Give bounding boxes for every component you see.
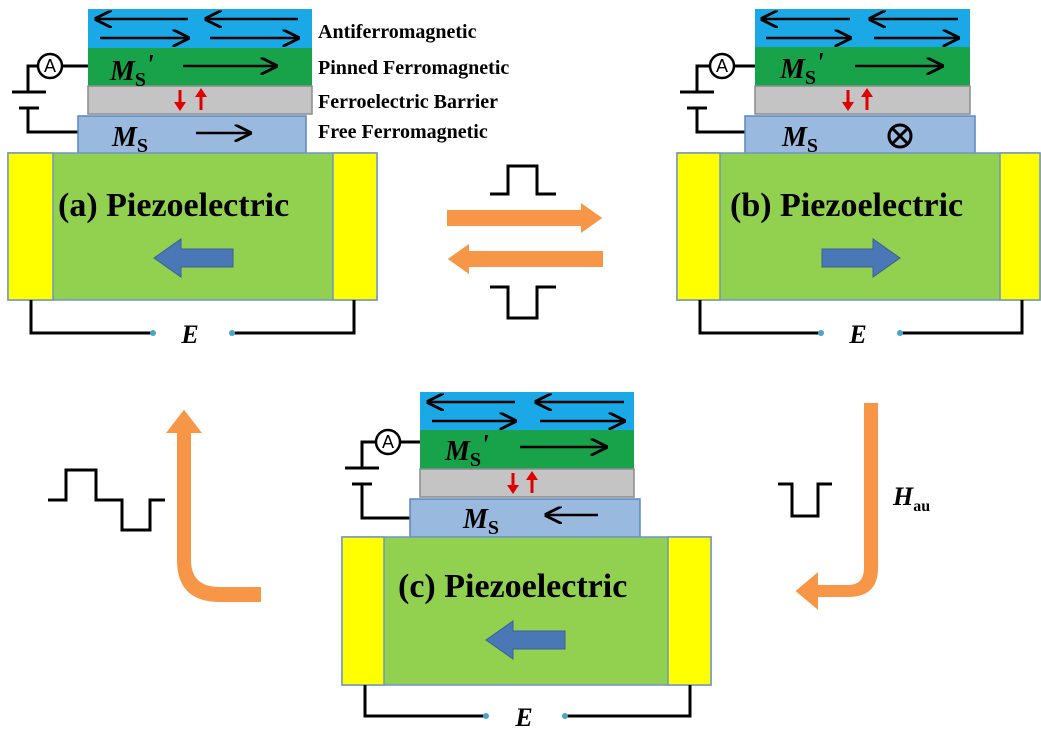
panel-a: A MS' MS Antiferromagnetic Pinned Fer: [7, 9, 509, 349]
circuit-b: [695, 64, 755, 134]
electrode-left-b: [676, 152, 721, 301]
piezo-polarization-arrow-b: [821, 238, 901, 278]
terminal-right-a: [229, 330, 235, 336]
ferroelectric-arrows-c: [507, 471, 538, 494]
negative-pulse-icon-b-c: [778, 482, 832, 518]
circuit-c: [360, 440, 420, 520]
forward-transition-arrow: [445, 199, 606, 237]
field-e-label-c: E: [514, 703, 532, 729]
terminal-left-a: [150, 330, 156, 336]
free-ferromagnetic-label: Free Ferromagnetic: [318, 121, 488, 143]
ammeter-a: A: [36, 52, 64, 80]
piezoelectric-block-c: [341, 536, 712, 686]
transition-c-a: [48, 406, 263, 604]
antiferromagnetic-label: Antiferromagnetic: [318, 21, 477, 43]
terminal-left-b: [818, 330, 824, 336]
ferroelectric-barrier-label: Ferroelectric Barrier: [318, 91, 498, 113]
pinned-moment-label-a: MS': [109, 50, 154, 91]
negative-pulse-icon: [490, 285, 556, 320]
e-wire-right-b: [901, 300, 1024, 335]
pinned-moment-label-b: MS': [779, 48, 824, 89]
field-e-label-a: E: [180, 320, 198, 349]
ammeter-b: A: [708, 52, 736, 80]
ferroelectric-barrier-layer-c: [419, 468, 635, 498]
e-wire-left-c: [363, 685, 485, 718]
electrode-left-a: [7, 152, 54, 301]
panel-c: A MS' MS (c) Piezoelectric: [341, 392, 712, 729]
transition-a-b: [444, 164, 606, 320]
e-wire-right-c: [566, 685, 692, 718]
e-wire-right-a: [233, 300, 356, 335]
afm-arrows-a: [96, 19, 298, 38]
electrode-left-c: [341, 536, 385, 686]
ammeter-c: A: [374, 428, 402, 456]
panel-b-label: (b) Piezoelectric: [730, 187, 963, 224]
piezo-polarization-arrow-c: [485, 620, 566, 660]
step-pulse-icon: [48, 468, 165, 532]
ammeter-label-c: A: [382, 432, 394, 452]
ferroelectric-barrier-layer-b: [754, 85, 971, 115]
c-to-a-bent-arrow: [161, 406, 263, 604]
ammeter-label-a: A: [44, 56, 56, 76]
terminal-right-b: [897, 330, 903, 336]
afm-arrows-c: [428, 402, 624, 421]
pinned-moment-label-c: MS': [444, 430, 489, 471]
free-moment-label-c: MS: [462, 504, 499, 539]
terminal-right-c: [562, 713, 568, 719]
antiferromagnetic-layer-c: [420, 392, 634, 432]
antiferromagnetic-layer-a: [88, 9, 312, 50]
ammeter-label-b: A: [716, 56, 728, 76]
ferroelectric-arrows-a: [174, 88, 207, 111]
free-ferromagnetic-layer-a: [77, 115, 307, 155]
free-moment-label-b: MS: [781, 122, 818, 157]
positive-pulse-icon: [490, 164, 556, 196]
backward-transition-arrow: [444, 240, 605, 278]
into-page-magnetization-icon-b: [887, 123, 913, 149]
piezoelectric-block-b: [676, 152, 1041, 301]
free-moment-label-a: MS: [111, 122, 148, 157]
electrode-right-c: [667, 536, 712, 686]
h-au-label: Hau: [892, 482, 930, 515]
pinned-ferromagnetic-label: Pinned Ferromagnetic: [318, 57, 509, 79]
ferroelectric-arrows-b: [842, 88, 873, 111]
piezoelectric-block-a: [7, 152, 378, 301]
afm-arrows-b: [762, 19, 958, 38]
terminal-left-c: [483, 713, 489, 719]
free-ferromagnetic-layer-b: [744, 115, 976, 155]
field-e-label-b: E: [848, 320, 866, 349]
e-wire-left-a: [29, 300, 152, 335]
e-wire-left-b: [698, 300, 820, 335]
panel-a-label: (a) Piezoelectric: [58, 187, 289, 224]
piezo-polarization-arrow-a: [153, 238, 234, 278]
b-to-c-bent-arrow: [792, 401, 880, 615]
free-ferromagnetic-layer-c: [409, 498, 641, 538]
panel-b: A MS' MS (b) Piezoelectric: [676, 9, 1041, 349]
electrode-right-a: [332, 152, 378, 301]
electrode-right-b: [999, 152, 1041, 301]
transition-b-c: Hau: [778, 401, 930, 615]
panel-c-label: (c) Piezoelectric: [398, 568, 627, 605]
antiferromagnetic-layer-b: [755, 9, 970, 49]
